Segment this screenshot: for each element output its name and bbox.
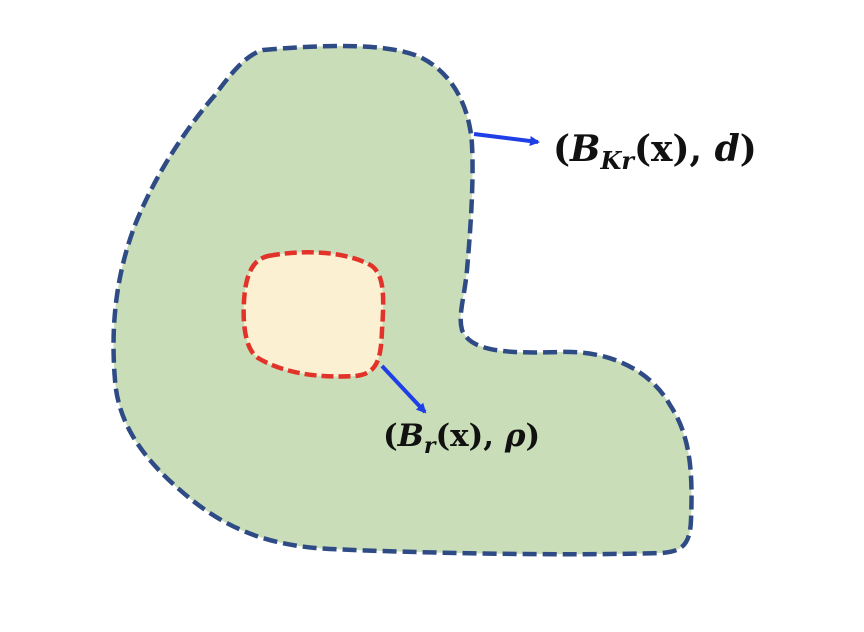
inner-label-argument: (x) [435,418,483,454]
inner-label-close-paren: ) [526,418,541,454]
outer-ball-region [111,43,694,557]
inner-ball-region [241,250,386,379]
outer-region-label: (BKr(x), d) [553,128,757,175]
outer-label-argument: (x) [634,128,690,170]
inner-label-subscript: r [424,433,437,459]
outer-label-open-paren: ( [553,128,570,170]
outer-label-close-paren: ) [740,128,757,170]
inner-region-label: (Br(x), ρ) [383,418,540,459]
inner-label-comma: , [483,418,505,454]
inner-label-metric: ρ [504,418,526,454]
inner-label-open-paren: ( [383,418,398,454]
outer-label-symbol: B [569,128,600,170]
outer-label-subscript: Kr [599,146,636,175]
inner-label-symbol: B [397,418,424,454]
outer-label-comma: , [690,128,715,170]
inner-region-arrow [380,364,427,414]
outer-region-arrow [473,132,540,146]
outer-label-metric: d [715,128,740,170]
